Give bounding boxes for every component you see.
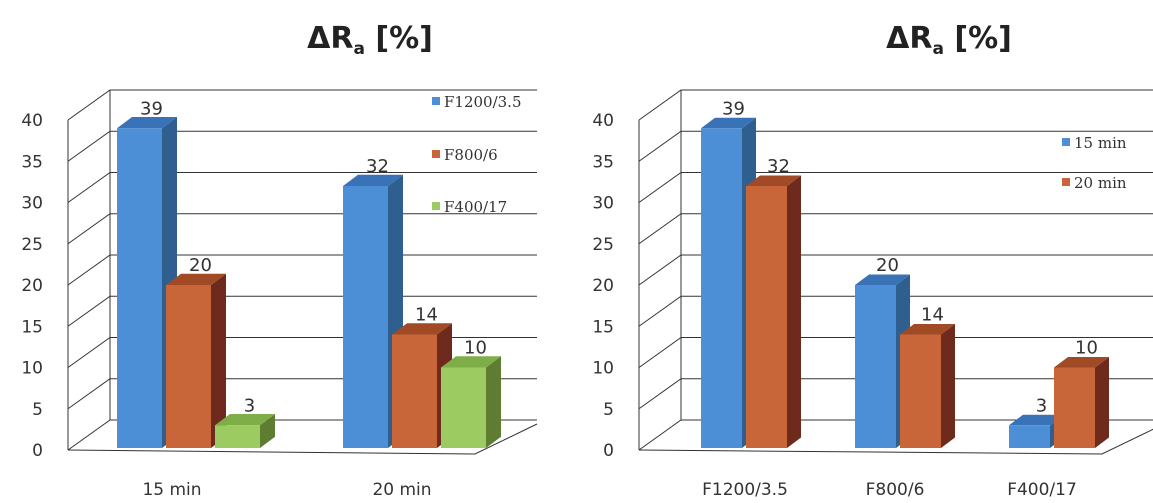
left-legend-label: F800/6 [444, 146, 498, 164]
left-legend-swatch [432, 202, 440, 210]
left-y-tick-label: 35 [21, 152, 43, 172]
right-bar-top [1009, 414, 1064, 426]
right-y-tick-label: 10 [592, 359, 614, 379]
right-legend-swatch [1062, 138, 1070, 146]
right-data-label: 10 [1075, 338, 1098, 359]
right-bar [1009, 425, 1050, 448]
right-category-label: F800/6 [866, 480, 925, 500]
right-bar-top [746, 175, 801, 186]
left-y-tick-label: 40 [21, 111, 43, 131]
right-data-label: 20 [876, 255, 899, 276]
right-data-label: 14 [921, 305, 944, 326]
right-bar [746, 186, 787, 448]
left-bar [166, 285, 211, 448]
right-category-label: F1200/3.5 [702, 480, 788, 500]
left-bar-side [260, 414, 275, 448]
left-bar-top [117, 117, 177, 129]
right-bar [855, 285, 896, 448]
right-y-tick-label: 5 [603, 400, 614, 420]
right-legend-label: 20 min [1074, 174, 1127, 192]
left-bar [215, 425, 260, 448]
left-legend-swatch [432, 150, 440, 158]
left-data-label: 32 [366, 156, 389, 177]
left-y-tick-label: 20 [21, 276, 43, 296]
right-data-label: 32 [767, 156, 790, 177]
left-bar-top [215, 414, 275, 426]
left-category-label: 15 min [142, 480, 201, 500]
right-bar-top [900, 324, 955, 335]
left-category-label: 20 min [372, 480, 431, 500]
right-y-tick-label: 40 [592, 111, 614, 131]
left-data-label: 10 [464, 338, 487, 359]
right-chart-title: ΔRa [%] [886, 21, 1012, 59]
right-floor-edge [638, 428, 1153, 455]
right-bar-top [855, 274, 910, 285]
left-y-tick-label: 10 [21, 359, 43, 379]
left-bar [392, 334, 437, 448]
left-y-tick-label: 15 [21, 317, 43, 337]
left-bar-top [166, 273, 226, 285]
left-bar-top [441, 356, 501, 368]
right-y-tick-label: 20 [592, 276, 614, 296]
left-y-tick-label: 5 [32, 400, 43, 420]
left-floor-edge [67, 423, 538, 455]
left-legend-swatch [432, 97, 440, 105]
chart-left: ΔRa [%] 0 5 10 15 20 25 30 35 40 39 20 3 15 min 32 14 10… [0, 0, 576, 503]
right-data-label: 3 [1036, 395, 1047, 416]
left-bar [441, 367, 486, 448]
right-bar-side [1095, 357, 1109, 448]
left-legend-label: F1200/3.5 [444, 93, 522, 111]
left-data-label: 3 [244, 395, 255, 416]
left-data-label: 20 [189, 255, 212, 276]
right-y-tick-label: 0 [603, 441, 614, 461]
left-y-tick-label: 30 [21, 194, 43, 214]
right-gridline [638, 89, 1153, 121]
left-y-tick-label: 0 [32, 441, 43, 461]
left-legend-label: F400/17 [444, 198, 507, 216]
right-bar-top [1054, 357, 1109, 368]
right-bar-side [787, 175, 801, 448]
right-y-tick-label: 15 [592, 317, 614, 337]
right-y-tick-label: 25 [592, 235, 614, 255]
left-data-label: 39 [140, 98, 163, 119]
right-legend-swatch [1062, 178, 1070, 186]
left-bar-top [343, 174, 403, 186]
left-y-tick-label: 25 [21, 235, 43, 255]
right-bar-top [701, 117, 756, 129]
left-chart-title: ΔRa [%] [307, 21, 433, 59]
right-category-label: F400/17 [1007, 480, 1077, 500]
right-y-tick-label: 30 [592, 194, 614, 214]
right-bar [1054, 367, 1095, 448]
left-bar [117, 128, 162, 448]
right-legend-label: 15 min [1074, 134, 1127, 152]
left-bar [343, 186, 388, 448]
left-bar-side [211, 273, 226, 448]
chart-right: ΔRa [%] 0 5 10 15 20 25 30 35 40 39 32 F1200/3.5 20 14… [577, 0, 1153, 503]
right-data-label: 39 [722, 98, 745, 119]
chart-right-svg: ΔRa [%] 0 5 10 15 20 25 30 35 40 39 32 F1200/3.5 20 14… [592, 21, 1153, 500]
chart-left-svg: ΔRa [%] 0 5 10 15 20 25 30 35 40 39 20 3 15 min 32 14 10… [21, 21, 538, 500]
right-bar [701, 128, 742, 448]
right-bar-side [941, 324, 955, 448]
right-y-tick-label: 35 [592, 152, 614, 172]
left-data-label: 14 [415, 305, 438, 326]
left-bar-top [392, 323, 452, 335]
right-bar [900, 334, 941, 448]
left-bar-side [486, 356, 501, 448]
